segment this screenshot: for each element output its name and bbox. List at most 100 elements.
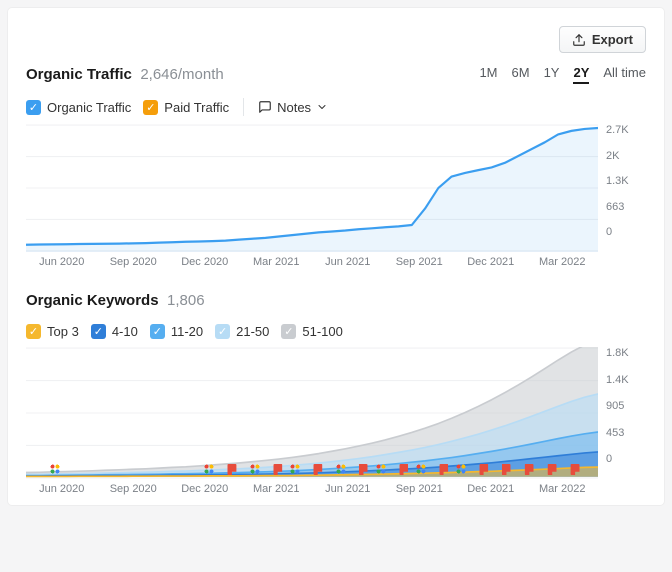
google-update-icon[interactable] bbox=[375, 463, 387, 475]
y-tick-label: 0 bbox=[606, 453, 646, 465]
legend-label: 21-50 bbox=[236, 324, 269, 339]
x-tick-label: Mar 2022 bbox=[527, 256, 599, 268]
x-tick-label: Sep 2020 bbox=[98, 483, 170, 495]
y-tick-label: 2.7K bbox=[606, 124, 646, 136]
y-tick-label: 1.4K bbox=[606, 374, 646, 386]
notes-toggle[interactable]: Notes bbox=[258, 100, 328, 115]
legend-label: Organic Traffic bbox=[47, 100, 131, 115]
x-tick-label: Sep 2021 bbox=[384, 256, 456, 268]
traffic-legend: ✓ Organic Traffic ✓ Paid Traffic Notes bbox=[26, 98, 646, 116]
keywords-header: Organic Keywords 1,806 bbox=[26, 292, 646, 310]
legend-label: Paid Traffic bbox=[164, 100, 229, 115]
note-flag-icon[interactable] bbox=[227, 464, 236, 475]
x-tick-label: Mar 2022 bbox=[527, 483, 599, 495]
keywords-chart-area bbox=[26, 347, 598, 479]
y-tick-label: 905 bbox=[606, 400, 646, 412]
google-update-icon[interactable] bbox=[289, 463, 301, 475]
note-flag-icon[interactable] bbox=[359, 464, 368, 475]
google-update-icon[interactable] bbox=[415, 463, 427, 475]
keywords-marker-row bbox=[26, 461, 598, 475]
note-flag-icon[interactable] bbox=[548, 464, 557, 475]
legend-21-50[interactable]: ✓ 21-50 bbox=[215, 324, 269, 339]
note-icon bbox=[258, 100, 272, 114]
x-tick-label: Jun 2021 bbox=[312, 256, 384, 268]
x-tick-label: Mar 2021 bbox=[241, 483, 313, 495]
checkbox-icon: ✓ bbox=[281, 324, 296, 339]
export-button[interactable]: Export bbox=[559, 26, 646, 53]
range-6m[interactable]: 6M bbox=[512, 65, 530, 84]
google-update-icon[interactable] bbox=[203, 463, 215, 475]
time-range-picker[interactable]: 1M 6M 1Y 2Y All time bbox=[479, 65, 646, 84]
legend-label: 4-10 bbox=[112, 324, 138, 339]
keywords-y-axis: 1.8K 1.4K 905 453 0 bbox=[598, 347, 646, 479]
legend-paid-traffic[interactable]: ✓ Paid Traffic bbox=[143, 100, 229, 115]
checkbox-icon: ✓ bbox=[215, 324, 230, 339]
legend-4-10[interactable]: ✓4-10 bbox=[91, 324, 138, 339]
google-update-icon[interactable] bbox=[455, 463, 467, 475]
x-tick-label: Sep 2020 bbox=[98, 256, 170, 268]
x-tick-label: Dec 2021 bbox=[455, 256, 527, 268]
keywords-legend: ✓ Top 3 ✓4-10 ✓ 11-20 ✓ 21-50 ✓ 51-100 bbox=[26, 324, 646, 339]
google-update-icon[interactable] bbox=[335, 463, 347, 475]
x-tick-label: Jun 2020 bbox=[26, 483, 98, 495]
y-tick-label: 1.3K bbox=[606, 175, 646, 187]
y-tick-label: 0 bbox=[606, 226, 646, 238]
traffic-chart-area bbox=[26, 124, 598, 252]
note-flag-icon[interactable] bbox=[399, 464, 408, 475]
traffic-title-block: Organic Traffic 2,646/month bbox=[26, 66, 224, 84]
checkbox-icon: ✓ bbox=[143, 100, 158, 115]
keywords-title-block: Organic Keywords 1,806 bbox=[26, 292, 205, 310]
chevron-down-icon bbox=[316, 101, 328, 113]
range-1y[interactable]: 1Y bbox=[544, 65, 560, 84]
legend-organic-traffic[interactable]: ✓ Organic Traffic bbox=[26, 100, 131, 115]
note-flag-icon[interactable] bbox=[273, 464, 282, 475]
y-tick-label: 663 bbox=[606, 201, 646, 213]
keywords-x-axis: Jun 2020Sep 2020Dec 2020Mar 2021Jun 2021… bbox=[26, 483, 646, 495]
note-flag-icon[interactable] bbox=[479, 464, 488, 475]
keywords-section: Organic Keywords 1,806 ✓Top 3✓4-10✓11-20… bbox=[26, 292, 646, 495]
legend-top-3[interactable]: ✓ Top 3 bbox=[26, 324, 79, 339]
y-tick-label: 1.8K bbox=[606, 347, 646, 359]
keywords-title: Organic Keywords bbox=[26, 292, 159, 309]
legend-label: Top 3 bbox=[47, 324, 79, 339]
traffic-subtitle: 2,646/month bbox=[140, 66, 223, 83]
checkbox-icon: ✓ bbox=[26, 324, 41, 339]
x-tick-label: Jun 2021 bbox=[312, 483, 384, 495]
note-flag-icon[interactable] bbox=[502, 464, 511, 475]
keywords-subtitle: 1,806 bbox=[167, 292, 205, 309]
export-icon bbox=[572, 33, 586, 47]
google-update-icon[interactable] bbox=[49, 463, 61, 475]
range-1m[interactable]: 1M bbox=[479, 65, 497, 84]
note-flag-icon[interactable] bbox=[439, 464, 448, 475]
note-flag-icon[interactable] bbox=[571, 464, 580, 475]
traffic-y-axis: 2.7K 2K 1.3K 663 0 bbox=[598, 124, 646, 252]
note-flag-icon[interactable] bbox=[525, 464, 534, 475]
y-tick-label: 2K bbox=[606, 150, 646, 162]
x-tick-label: Sep 2021 bbox=[384, 483, 456, 495]
traffic-title: Organic Traffic bbox=[26, 66, 132, 83]
y-tick-label: 453 bbox=[606, 427, 646, 439]
legend-label: 11-20 bbox=[171, 324, 203, 339]
x-tick-label: Dec 2021 bbox=[455, 483, 527, 495]
range-2y[interactable]: 2Y bbox=[573, 65, 589, 84]
keywords-chart: 1.8K 1.4K 905 453 0 bbox=[26, 347, 646, 479]
note-flag-icon[interactable] bbox=[313, 464, 322, 475]
export-row: Export bbox=[26, 26, 646, 53]
traffic-chart: 2.7K 2K 1.3K 663 0 bbox=[26, 124, 646, 252]
traffic-header: Organic Traffic 2,646/month 1M 6M 1Y 2Y All … bbox=[26, 65, 646, 84]
traffic-x-axis: Jun 2020Sep 2020Dec 2020Mar 2021Jun 2021… bbox=[26, 256, 646, 268]
checkbox-icon: ✓ bbox=[150, 324, 165, 339]
analytics-panel: Export Organic Traffic 2,646/month 1M6M1… bbox=[8, 8, 664, 505]
legend-11-20[interactable]: ✓ 11-20 bbox=[150, 324, 203, 339]
export-label: Export bbox=[592, 32, 633, 47]
x-tick-label: Dec 2020 bbox=[169, 483, 241, 495]
x-tick-label: Dec 2020 bbox=[169, 256, 241, 268]
range-all-time[interactable]: All time bbox=[603, 65, 646, 84]
checkbox-icon: ✓ bbox=[26, 100, 41, 115]
x-tick-label: Jun 2020 bbox=[26, 256, 98, 268]
google-update-icon[interactable] bbox=[249, 463, 261, 475]
x-tick-label: Mar 2021 bbox=[241, 256, 313, 268]
separator bbox=[243, 98, 244, 116]
legend-51-100[interactable]: ✓ 51-100 bbox=[281, 324, 342, 339]
legend-label: 51-100 bbox=[302, 324, 342, 339]
